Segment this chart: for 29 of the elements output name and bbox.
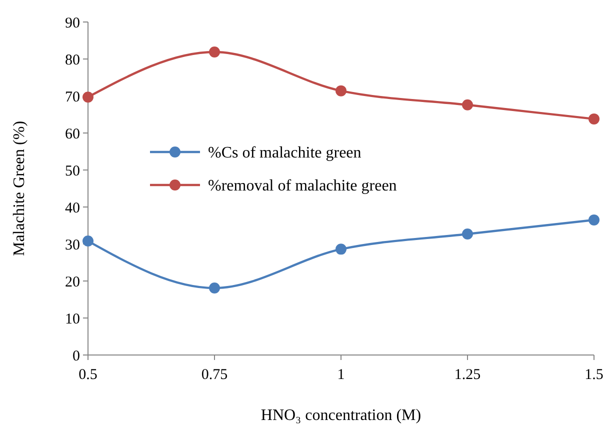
y-tick-label: 10 — [65, 311, 80, 328]
point — [82, 92, 94, 103]
point — [462, 228, 473, 240]
y-tick-label: 40 — [65, 200, 80, 216]
x-tick-label: 1.25 — [454, 367, 481, 383]
y-axis-title: Malachite Green (%) — [11, 120, 28, 256]
legend-label: %Cs of malachite green — [208, 144, 362, 162]
point — [209, 282, 220, 294]
point — [209, 46, 220, 58]
x-tick-label: 0.75 — [201, 367, 228, 383]
x-tick-label: 0.5 — [78, 367, 98, 383]
point — [588, 113, 600, 124]
point — [336, 85, 346, 96]
y-tick-label: 80 — [65, 52, 80, 68]
legend-label: %removal of malachite green — [208, 178, 397, 195]
x-tick-label: 1.5 — [584, 367, 604, 383]
y-tick-label: 90 — [65, 15, 80, 32]
y-tick-label: 30 — [65, 237, 80, 254]
x-tick-label: 1 — [337, 367, 345, 383]
point — [336, 244, 346, 255]
x-axis-title: HNO₃ concentration (M) — [260, 407, 422, 424]
y-tick-label: 0 — [72, 348, 80, 364]
y-tick-label: 20 — [65, 274, 80, 290]
y-tick-label: 60 — [65, 126, 80, 142]
y-tick-label: 70 — [65, 89, 80, 106]
point — [588, 214, 600, 226]
point — [82, 236, 94, 247]
y-tick-label: 50 — [65, 163, 80, 180]
point — [462, 99, 473, 110]
